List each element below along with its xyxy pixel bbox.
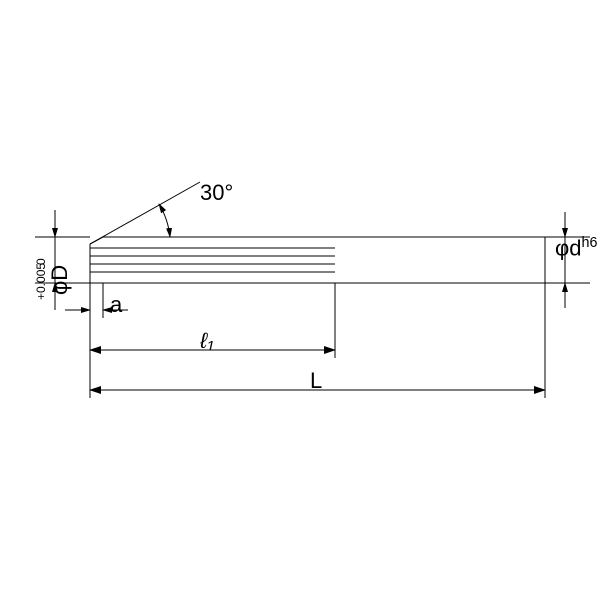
diameter-d-label: φdh6 xyxy=(555,235,597,261)
engineering-drawing: { "drawing": { "type": "engineering-dime… xyxy=(0,0,600,600)
dim-L-label: L xyxy=(310,368,322,394)
diameter-D-tolerance-upper: +0.005 xyxy=(35,263,47,300)
dim-l1-label: ℓ₁ xyxy=(200,328,214,354)
drawing-svg xyxy=(0,0,600,600)
diameter-D-label: φD xyxy=(47,265,73,295)
diameter-D-tolerance-lower: 0 xyxy=(35,258,47,265)
dim-a-label: a xyxy=(110,292,122,318)
angle-label: 30° xyxy=(200,180,233,206)
